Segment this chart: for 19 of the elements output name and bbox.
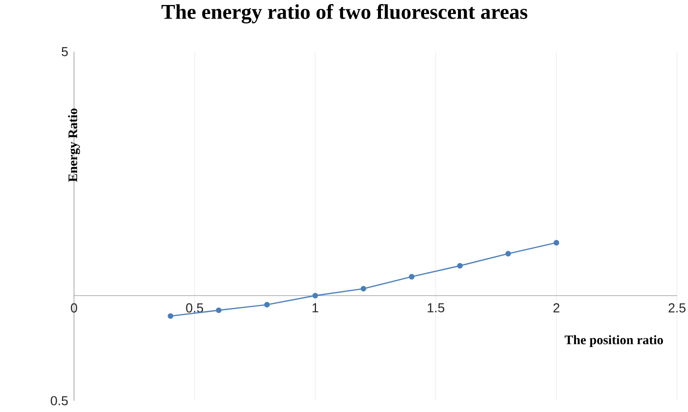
point: [168, 313, 174, 319]
chart-title: The energy ratio of two fluorescent areas: [162, 4, 528, 24]
point: [216, 307, 222, 314]
y-axis-title: Energy Ratio: [68, 108, 80, 182]
x-tick-label: 1.5: [428, 303, 444, 312]
x-tick-label: 0.5: [186, 303, 204, 312]
x-tick-label: 1: [312, 303, 318, 312]
x-tick-label: 2: [553, 303, 560, 312]
point: [408, 274, 414, 280]
x-tick-label: 2.5: [668, 303, 686, 312]
x-axis-title: The position ratio: [564, 335, 663, 347]
point: [360, 286, 366, 292]
point: [554, 240, 560, 246]
point: [264, 302, 270, 308]
x-tick-label: 0: [70, 303, 78, 312]
point: [505, 250, 511, 256]
point: [457, 262, 463, 269]
point: [312, 292, 318, 298]
y-tick-label: 5: [62, 47, 68, 56]
